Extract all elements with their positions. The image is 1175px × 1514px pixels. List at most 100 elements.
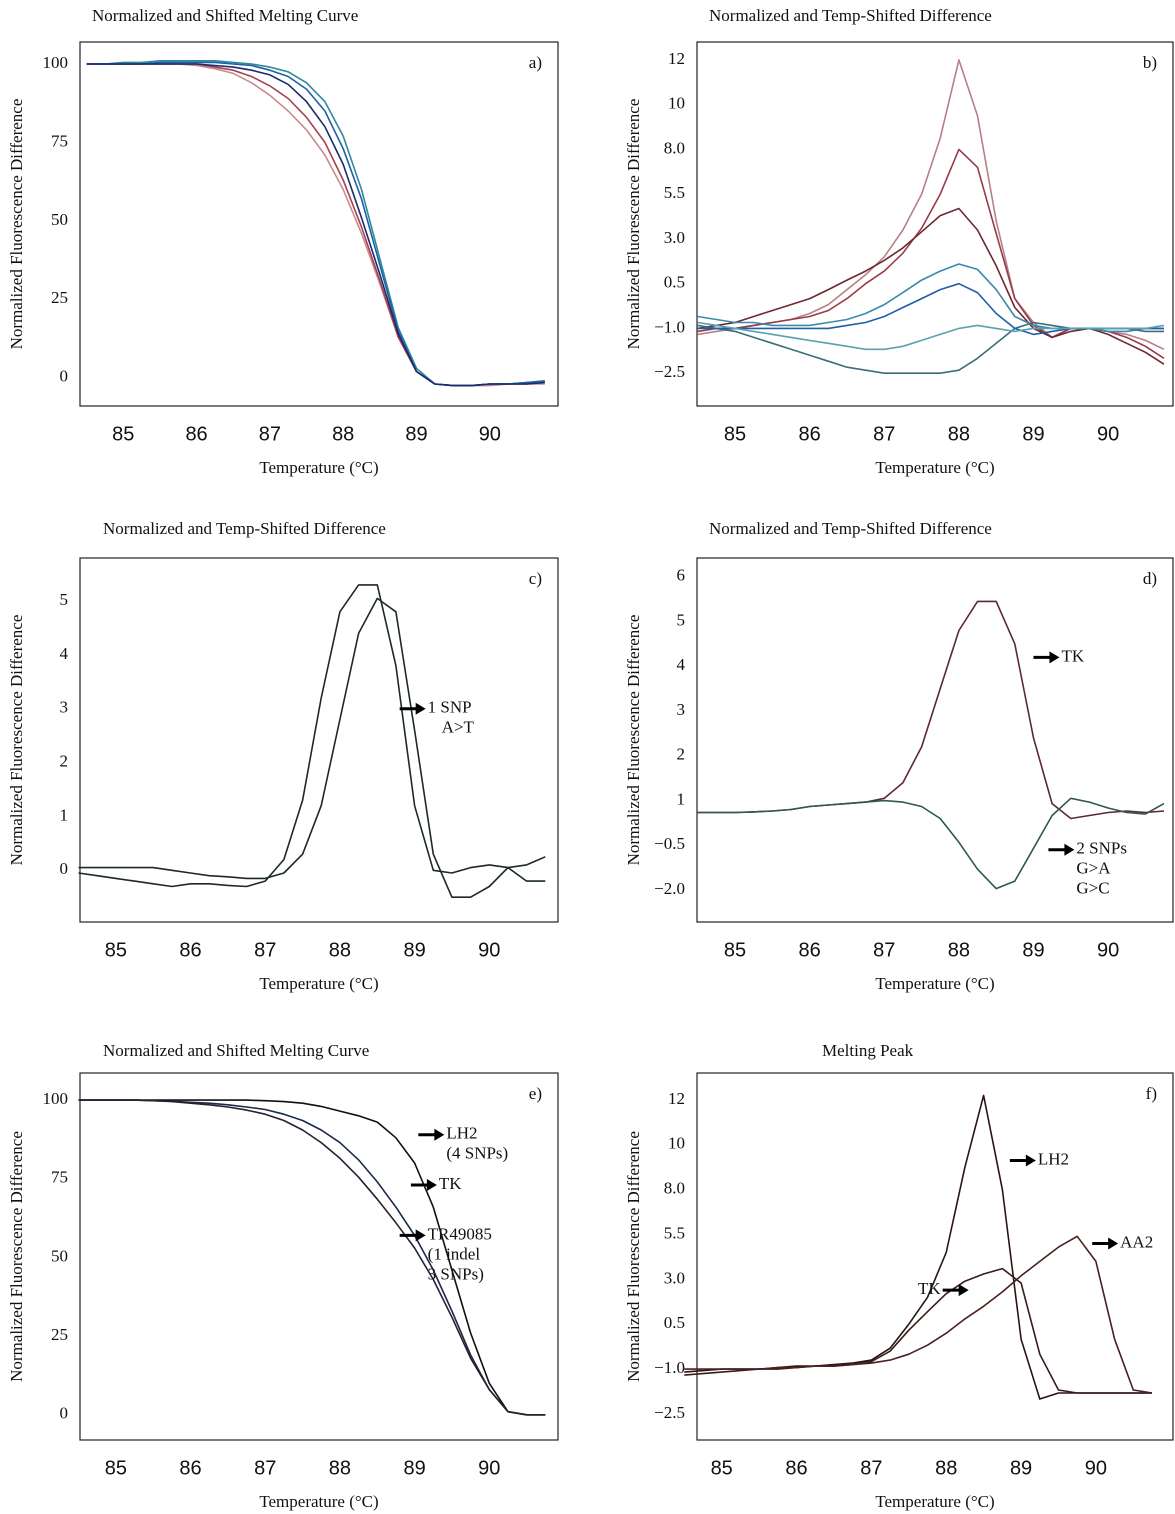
x-tick-label: 88 — [332, 423, 354, 445]
panel: Normalized and Shifted Melting Curve a) 0 2… — [7, 6, 559, 477]
panel: Normalized and Temp-Shifted Difference c)… — [7, 519, 559, 993]
y-tick-label: 3 — [677, 700, 686, 719]
y-tick-label: 12 — [668, 1089, 685, 1108]
y-tick-label: 75 — [51, 1168, 68, 1187]
annotation-arrowhead — [1049, 651, 1060, 664]
curve — [86, 63, 545, 387]
annotation-text: 3 SNPs) — [428, 1264, 484, 1283]
y-tick-label: 50 — [51, 1246, 68, 1265]
x-tick-label: 86 — [785, 1457, 807, 1479]
x-tick-label: 88 — [329, 939, 351, 961]
x-tick-label: 86 — [799, 423, 821, 445]
x-tick-label: 85 — [105, 1457, 127, 1479]
panel: Normalized and Temp-Shifted Difference d)… — [624, 519, 1174, 993]
panel-label: d) — [1143, 569, 1157, 588]
x-tick-label: 86 — [185, 423, 207, 445]
annotation-arrowhead — [1064, 843, 1075, 856]
annotation-text: G>A — [1076, 859, 1111, 878]
y-axis-label: Normalized Fluorescence Difference — [624, 1131, 643, 1382]
x-tick-label: 89 — [403, 1457, 425, 1479]
y-tick-label: 8.0 — [664, 138, 685, 157]
y-tick-label: 12 — [668, 49, 685, 68]
y-tick-label: 5 — [677, 610, 686, 629]
curve — [684, 1094, 1152, 1400]
annotation-text: AA2 — [1120, 1232, 1153, 1251]
curve — [684, 1235, 1153, 1394]
x-tick-label: 88 — [948, 423, 970, 445]
x-axis-label: Temperature (°C) — [875, 458, 994, 477]
x-axis-label: Temperature (°C) — [875, 1492, 994, 1511]
y-tick-label: 0.5 — [664, 1313, 685, 1332]
panel: Melting Peak f) −2.5 −1.0 0.5 3.0 5.5 8.0 10 12 85… — [624, 1041, 1174, 1511]
y-tick-label: 10 — [668, 94, 685, 113]
y-tick-label: −1.0 — [654, 1358, 685, 1377]
x-tick-label: 89 — [1022, 939, 1044, 961]
y-tick-label: 1 — [60, 805, 69, 824]
panel: Normalized and Temp-Shifted Difference b)… — [624, 6, 1174, 477]
chart-title: Normalized and Shifted Melting Curve — [103, 1041, 369, 1060]
x-axis-label: Temperature (°C) — [259, 458, 378, 477]
panel-label: e) — [529, 1084, 542, 1103]
x-axis-label: Temperature (°C) — [875, 974, 994, 993]
plot-frame — [696, 1072, 1174, 1441]
y-tick-label: −0.5 — [654, 834, 685, 853]
annotation-text: G>C — [1076, 879, 1109, 898]
chart-title: Melting Peak — [822, 1041, 914, 1060]
y-tick-label: 0 — [60, 1404, 69, 1423]
annotation-arrowhead — [958, 1284, 969, 1297]
y-axis-label: Normalized Fluorescence Difference — [7, 615, 26, 866]
x-tick-label: 90 — [1085, 1457, 1107, 1479]
annotation-arrowhead — [1108, 1237, 1119, 1250]
x-tick-label: 90 — [478, 1457, 500, 1479]
x-tick-label: 87 — [860, 1457, 882, 1479]
y-tick-label: 4 — [60, 644, 69, 663]
y-tick-label: −2.5 — [654, 1403, 685, 1422]
curve — [86, 60, 545, 387]
curve — [78, 584, 546, 888]
annotation-text: TK — [1061, 646, 1084, 665]
y-tick-label: −2.0 — [654, 879, 685, 898]
annotation-text: TK — [439, 1174, 462, 1193]
y-tick-label: 25 — [51, 1325, 68, 1344]
curve — [697, 59, 1165, 351]
annotation-text: LH2 — [1038, 1149, 1069, 1168]
y-tick-label: 2 — [60, 752, 69, 771]
annotation-text: TK — [918, 1279, 941, 1298]
x-tick-label: 86 — [799, 939, 821, 961]
x-tick-label: 88 — [948, 939, 970, 961]
y-tick-label: 10 — [668, 1134, 685, 1153]
chart-title: Normalized and Temp-Shifted Difference — [709, 519, 992, 538]
annotation-text: 1 SNP — [428, 698, 472, 717]
y-tick-label: 8.0 — [664, 1179, 685, 1198]
y-tick-label: 100 — [43, 1089, 69, 1108]
x-tick-label: 90 — [1097, 423, 1119, 445]
plot-frame — [79, 557, 559, 923]
curve — [78, 1099, 546, 1416]
y-tick-label: 5 — [60, 590, 69, 609]
annotation-arrowhead — [415, 1229, 426, 1242]
y-tick-label: 100 — [43, 53, 69, 72]
annotation-text: LH2 — [446, 1124, 477, 1143]
curve — [697, 282, 1164, 336]
y-axis-label: Normalized Fluorescence Difference — [624, 99, 643, 350]
curve — [86, 63, 545, 387]
annotation-text: A>T — [442, 718, 475, 737]
curve — [697, 263, 1164, 333]
plot-frame — [696, 41, 1174, 407]
y-axis-label: Normalized Fluorescence Difference — [624, 615, 643, 866]
y-tick-label: 0.5 — [664, 273, 685, 292]
chart-title: Normalized and Temp-Shifted Difference — [103, 519, 386, 538]
y-tick-label: 0 — [60, 367, 69, 386]
x-tick-label: 85 — [711, 1457, 733, 1479]
y-axis-label: Normalized Fluorescence Difference — [7, 1131, 26, 1382]
y-tick-label: −2.5 — [654, 362, 685, 381]
plot-frame — [79, 41, 559, 407]
curve — [697, 207, 1165, 365]
x-tick-label: 85 — [724, 423, 746, 445]
y-tick-label: 3.0 — [664, 1268, 685, 1287]
panel-label: f) — [1146, 1084, 1157, 1103]
x-tick-label: 86 — [179, 1457, 201, 1479]
panel-label: c) — [529, 569, 542, 588]
y-tick-label: 75 — [51, 131, 68, 150]
